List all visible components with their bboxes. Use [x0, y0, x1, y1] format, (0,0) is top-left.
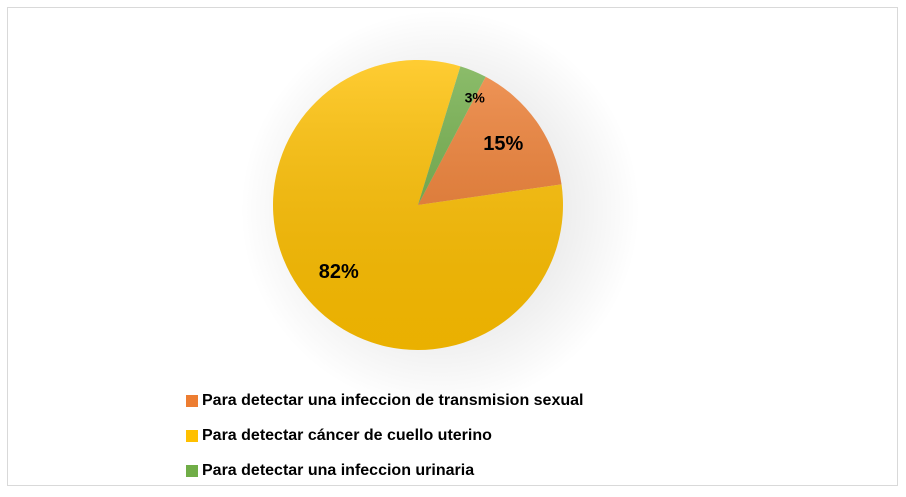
legend-label: Para detectar una infeccion urinaria [202, 462, 474, 479]
legend-swatch [186, 465, 198, 477]
data-label: 15% [483, 133, 523, 155]
data-label: 82% [319, 261, 359, 283]
data-label: 3% [465, 90, 486, 106]
legend-label: Para detectar una infeccion de transmisi… [202, 392, 583, 409]
legend-swatch [186, 430, 198, 442]
pie-sheen [273, 60, 563, 350]
legend-swatch [186, 395, 198, 407]
legend-label: Para detectar cáncer de cuello uterino [202, 427, 492, 444]
